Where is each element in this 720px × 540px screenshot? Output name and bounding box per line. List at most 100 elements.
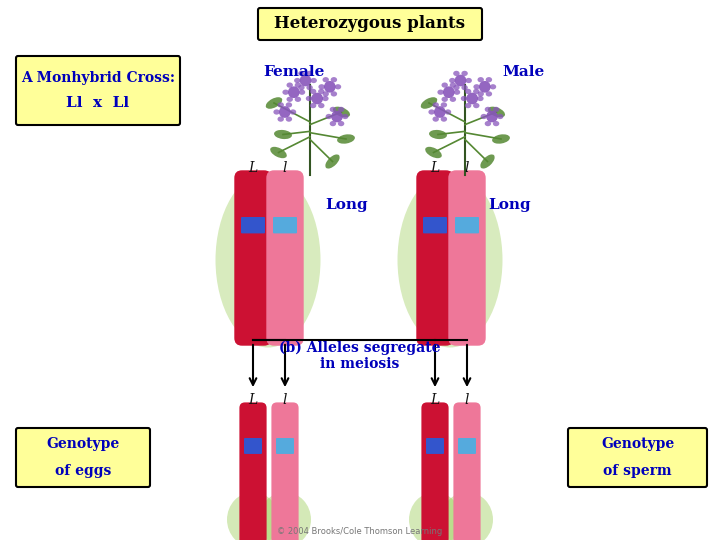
Ellipse shape [445, 110, 451, 114]
Ellipse shape [465, 89, 472, 94]
Ellipse shape [330, 107, 336, 112]
Ellipse shape [434, 106, 446, 118]
FancyBboxPatch shape [568, 428, 707, 487]
Ellipse shape [450, 97, 456, 102]
Ellipse shape [300, 75, 311, 86]
Ellipse shape [333, 106, 350, 117]
Ellipse shape [323, 77, 329, 82]
Ellipse shape [288, 86, 300, 98]
Ellipse shape [420, 97, 437, 109]
Ellipse shape [294, 78, 300, 83]
Ellipse shape [488, 106, 505, 117]
Text: of eggs: of eggs [55, 464, 111, 478]
Ellipse shape [298, 85, 305, 90]
Ellipse shape [330, 77, 337, 82]
FancyBboxPatch shape [416, 170, 454, 346]
Ellipse shape [289, 110, 296, 114]
Ellipse shape [338, 107, 344, 112]
Ellipse shape [465, 103, 472, 108]
Ellipse shape [310, 103, 316, 108]
Ellipse shape [322, 96, 328, 101]
Ellipse shape [473, 103, 480, 108]
Ellipse shape [298, 71, 305, 76]
Text: Long: Long [488, 198, 531, 212]
Text: L: L [431, 161, 440, 175]
Ellipse shape [462, 85, 468, 90]
Text: A Monhybrid Cross:: A Monhybrid Cross: [21, 71, 175, 85]
Ellipse shape [441, 117, 447, 122]
Ellipse shape [318, 89, 325, 94]
Ellipse shape [441, 83, 448, 87]
Ellipse shape [338, 121, 344, 126]
FancyBboxPatch shape [454, 402, 481, 540]
Ellipse shape [335, 84, 341, 90]
FancyBboxPatch shape [273, 217, 297, 233]
Text: l: l [464, 393, 469, 407]
Ellipse shape [330, 91, 337, 97]
Ellipse shape [477, 91, 484, 97]
Ellipse shape [294, 97, 301, 102]
Ellipse shape [429, 130, 447, 139]
FancyBboxPatch shape [426, 438, 444, 454]
FancyBboxPatch shape [258, 8, 482, 40]
Ellipse shape [279, 106, 291, 118]
Ellipse shape [441, 102, 447, 107]
Ellipse shape [453, 85, 459, 90]
Ellipse shape [215, 172, 320, 348]
Ellipse shape [461, 96, 467, 101]
Ellipse shape [493, 121, 499, 126]
Ellipse shape [324, 81, 336, 93]
Ellipse shape [318, 84, 325, 90]
Ellipse shape [441, 97, 448, 102]
Ellipse shape [450, 83, 456, 87]
Ellipse shape [454, 75, 467, 86]
Ellipse shape [307, 85, 312, 90]
FancyBboxPatch shape [241, 217, 265, 233]
Text: Genotype: Genotype [46, 437, 120, 451]
Text: Female: Female [263, 65, 325, 79]
Ellipse shape [287, 83, 293, 87]
FancyBboxPatch shape [244, 438, 262, 454]
Ellipse shape [480, 154, 495, 168]
Ellipse shape [310, 89, 316, 94]
Ellipse shape [325, 114, 332, 119]
Text: © 2004 Brooks/Cole Thomson Learning: © 2004 Brooks/Cole Thomson Learning [277, 528, 443, 537]
FancyBboxPatch shape [16, 56, 180, 125]
Ellipse shape [337, 134, 355, 144]
Ellipse shape [286, 117, 292, 122]
Ellipse shape [409, 492, 461, 540]
Ellipse shape [277, 102, 284, 107]
Text: Male: Male [502, 65, 544, 79]
Ellipse shape [426, 147, 442, 158]
FancyBboxPatch shape [266, 170, 304, 346]
FancyBboxPatch shape [449, 170, 486, 346]
Text: l: l [283, 161, 287, 175]
Ellipse shape [277, 117, 284, 122]
Ellipse shape [465, 78, 472, 83]
Ellipse shape [477, 96, 484, 101]
Ellipse shape [286, 102, 292, 107]
Ellipse shape [227, 492, 279, 540]
Ellipse shape [287, 97, 293, 102]
FancyBboxPatch shape [276, 438, 294, 454]
Ellipse shape [274, 130, 292, 139]
Ellipse shape [433, 102, 439, 107]
Ellipse shape [486, 91, 492, 97]
Text: Long: Long [325, 198, 368, 212]
Text: L: L [248, 161, 258, 175]
FancyBboxPatch shape [423, 217, 447, 233]
Ellipse shape [490, 84, 496, 90]
Ellipse shape [477, 77, 484, 82]
Ellipse shape [325, 154, 340, 168]
Ellipse shape [266, 97, 282, 109]
Ellipse shape [310, 78, 317, 83]
Ellipse shape [497, 114, 503, 119]
Text: in meiosis: in meiosis [320, 357, 400, 371]
Ellipse shape [486, 111, 498, 123]
Ellipse shape [397, 172, 503, 348]
Text: L: L [248, 393, 258, 407]
Ellipse shape [453, 71, 459, 76]
Ellipse shape [311, 93, 323, 104]
Ellipse shape [274, 110, 280, 114]
Ellipse shape [331, 111, 343, 123]
